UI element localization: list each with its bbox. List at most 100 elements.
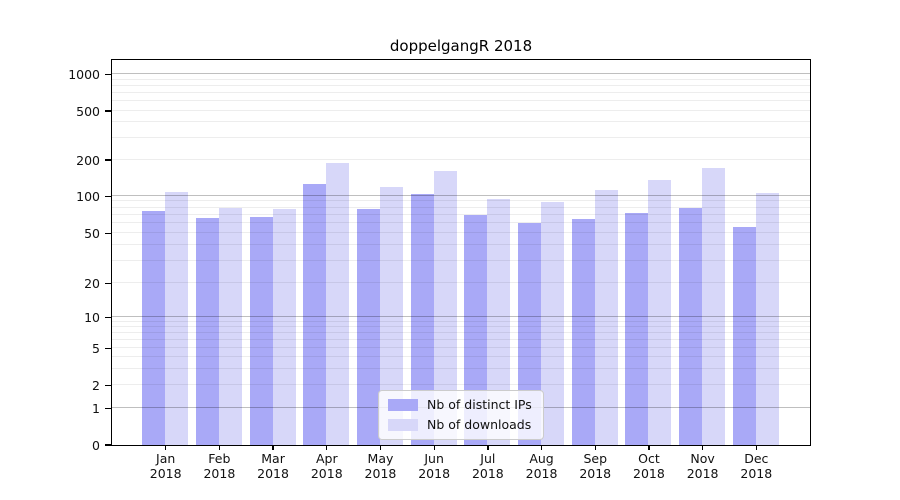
gridline-minor — [111, 109, 810, 111]
gridline-minor — [111, 347, 810, 348]
legend-item-downloads: Nb of downloads — [388, 417, 532, 432]
x-tick-label: Oct 2018 — [633, 451, 665, 481]
gridline-minor — [111, 356, 810, 358]
bar-downloads-feb — [218, 207, 242, 445]
gridline-major — [111, 315, 810, 317]
gridline-minor — [111, 338, 810, 340]
gridline-minor — [111, 158, 810, 160]
bar-ips-nov — [679, 207, 703, 445]
gridline-minor — [111, 200, 810, 202]
gridline-minor — [111, 78, 810, 80]
legend-item-distinct-ips: Nb of distinct IPs — [388, 397, 532, 412]
x-tick — [702, 445, 704, 450]
x-tick — [487, 445, 489, 450]
legend-swatch-distinct-ips — [388, 398, 418, 411]
x-tick-label: Jul 2018 — [471, 451, 504, 481]
y-tick-label: 20 — [84, 276, 100, 291]
bar-downloads-nov — [702, 168, 726, 445]
bar-ips-feb — [195, 218, 219, 445]
bar-ips-apr — [303, 183, 327, 445]
x-tick-label: Apr 2018 — [310, 451, 343, 481]
bar-ips-jun — [410, 194, 434, 445]
bar-ips-may — [356, 209, 380, 445]
x-tick — [540, 445, 543, 450]
y-tick-label: 100 — [76, 188, 100, 204]
y-tick-label: 1000 — [68, 67, 100, 82]
x-tick-label: May 2018 — [364, 451, 397, 481]
y-tick-label: 5 — [92, 341, 100, 356]
y-tick-label: 500 — [76, 103, 100, 119]
x-tick — [379, 445, 382, 450]
y-tick — [104, 444, 111, 446]
gridline-major — [111, 194, 810, 196]
x-tick — [326, 445, 328, 450]
bar-downloads-oct — [648, 180, 672, 445]
bar-ips-aug — [518, 223, 542, 445]
legend-swatch-downloads — [388, 418, 418, 431]
bar-downloads-aug — [541, 202, 565, 445]
gridline-minor — [111, 282, 810, 283]
gridline-minor — [111, 91, 810, 93]
bar-downloads-may — [379, 187, 403, 445]
bar-ips-jan — [142, 211, 166, 445]
y-tick — [104, 110, 111, 112]
x-tick-label: Jun 2018 — [418, 451, 451, 481]
bar-downloads-apr — [326, 162, 350, 445]
y-tick — [104, 195, 111, 197]
gridline-minor — [111, 320, 810, 322]
gridline-minor — [111, 206, 810, 208]
y-tick — [104, 73, 111, 76]
y-tick — [104, 282, 111, 285]
y-tick — [104, 232, 111, 235]
x-tick — [648, 445, 650, 450]
y-tick — [104, 407, 111, 409]
bar-downloads-mar — [272, 209, 296, 445]
gridline-minor — [111, 84, 810, 86]
x-tick-label: Feb 2018 — [203, 451, 236, 481]
bar-ips-dec — [732, 226, 756, 445]
x-tick-label: Jan 2018 — [149, 451, 182, 481]
y-tick — [104, 316, 111, 319]
chart-title: doppelgangR 2018 — [389, 37, 533, 55]
gridline-minor — [111, 325, 810, 327]
gridline-minor — [111, 367, 810, 369]
x-tick-label: Mar 2018 — [257, 451, 289, 481]
gridline-minor — [111, 136, 810, 138]
x-tick — [272, 445, 274, 450]
bar-downloads-sep — [594, 189, 618, 445]
gridline-minor — [111, 121, 810, 123]
x-tick-label: Dec 2018 — [740, 451, 773, 481]
gridline-major — [111, 72, 810, 74]
gridline-minor — [111, 259, 810, 261]
x-tick-label: Aug 2018 — [525, 451, 558, 481]
y-tick-label: 0 — [92, 437, 100, 453]
x-tick — [433, 445, 435, 450]
y-tick-label: 50 — [84, 226, 100, 241]
gridline-minor — [111, 244, 810, 246]
plot-area — [110, 58, 811, 446]
legend-label-downloads: Nb of downloads — [427, 417, 532, 432]
bar-ips-oct — [625, 212, 649, 445]
bar-downloads-jan — [165, 192, 189, 445]
gridline-minor — [111, 222, 810, 224]
x-tick-label: Nov 2018 — [686, 451, 719, 481]
gridline-minor — [111, 384, 810, 385]
y-tick-label: 200 — [76, 152, 100, 168]
x-tick — [218, 445, 221, 450]
x-tick — [594, 445, 596, 450]
y-tick-label: 1 — [92, 400, 100, 416]
gridline-minor — [111, 232, 810, 233]
x-tick — [755, 445, 757, 450]
x-tick — [165, 445, 167, 450]
legend-label-distinct-ips: Nb of distinct IPs — [427, 397, 532, 412]
bar-downloads-dec — [755, 192, 779, 445]
y-tick-label: 10 — [84, 310, 100, 325]
bar-downloads-jul — [487, 198, 511, 445]
gridline-minor — [111, 99, 810, 101]
y-tick — [104, 384, 111, 387]
gridline-minor — [111, 331, 810, 333]
bar-downloads-jun — [433, 171, 457, 445]
x-tick-label: Sep 2018 — [579, 451, 612, 481]
gridline-minor — [111, 213, 810, 215]
